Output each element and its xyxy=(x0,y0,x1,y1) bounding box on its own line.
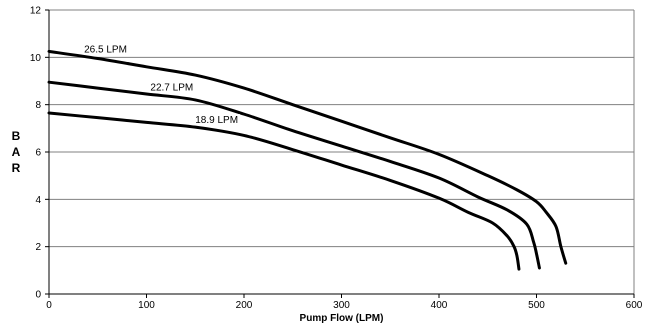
series-label-background xyxy=(193,114,241,126)
series-line xyxy=(47,111,521,271)
x-tick-label: 200 xyxy=(236,300,253,311)
y-tick-label: 2 xyxy=(35,242,41,253)
y-tick-label: 6 xyxy=(35,148,41,159)
series-lines xyxy=(47,49,568,271)
series-labels: 26.5 LPM 22.7 LPM 18.9 LPM xyxy=(82,43,241,126)
y-tick-label: 12 xyxy=(30,6,42,17)
series-line xyxy=(47,80,541,270)
axes: 0 2 4 6 8 10 12 0 100 200 300 400 500 600 Pump Flow (L… xyxy=(12,6,643,325)
y-axis-title-letter: B xyxy=(12,129,21,143)
y-tick-label: 0 xyxy=(35,290,41,301)
series-label-background xyxy=(82,43,129,55)
y-axis-title-letter: R xyxy=(12,161,21,175)
gridlines xyxy=(49,9,635,294)
x-tick-label: 300 xyxy=(333,300,350,311)
x-tick-label: 0 xyxy=(46,300,52,311)
x-axis-title: Pump Flow (LPM) xyxy=(300,313,384,324)
series-label: 26.5 LPM xyxy=(84,45,127,56)
x-tick-label: 100 xyxy=(138,300,155,311)
series-line xyxy=(47,49,568,265)
y-tick-label: 4 xyxy=(35,195,41,206)
y-axis-title-letter: A xyxy=(12,145,21,159)
x-tick-label: 600 xyxy=(626,300,643,311)
x-tick-label: 500 xyxy=(528,300,545,311)
y-tick-label: 8 xyxy=(35,100,41,111)
x-tick-label: 400 xyxy=(431,300,448,311)
series-label: 22.7 LPM xyxy=(150,82,193,93)
series-label: 18.9 LPM xyxy=(195,115,238,126)
series-label-background xyxy=(148,81,196,93)
y-tick-label: 10 xyxy=(30,53,42,64)
